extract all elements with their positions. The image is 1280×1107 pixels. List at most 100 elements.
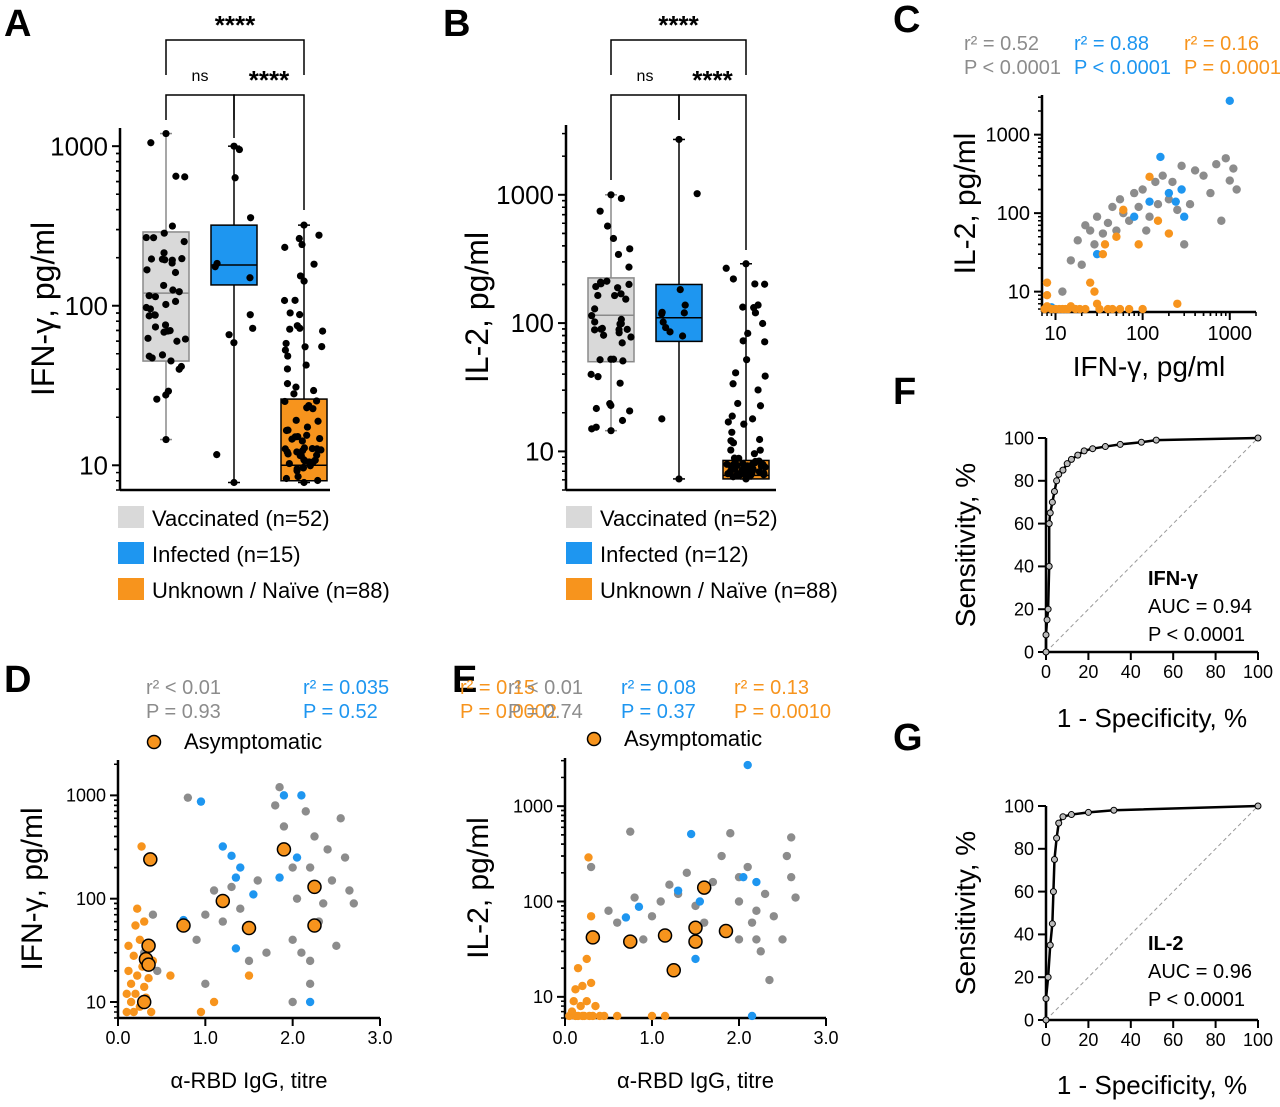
roc-point [1055, 470, 1063, 478]
data-point [288, 863, 297, 872]
data-point [122, 989, 131, 999]
data-point [144, 334, 152, 342]
data-point [727, 437, 735, 445]
data-point [168, 222, 177, 230]
data-point [722, 264, 730, 272]
y-tick-label: 10 [86, 992, 106, 1012]
data-point [604, 906, 613, 915]
data-point [587, 370, 595, 378]
data-point [626, 245, 634, 253]
legend-label: Vaccinated (n=52) [600, 506, 778, 531]
y-tick-label: 0 [1024, 642, 1034, 662]
roc-point [1059, 466, 1067, 474]
stat-p: P = 0.37 [621, 701, 696, 723]
data-point [126, 997, 136, 1007]
data-point [288, 935, 297, 944]
roc-point [1045, 562, 1053, 570]
x-tick-label: 1.0 [193, 1028, 218, 1048]
data-point [297, 948, 306, 957]
panel-label-e: E [452, 659, 477, 701]
data-point [1177, 185, 1186, 194]
y-tick-label: 1000 [50, 131, 108, 161]
asymptomatic-legend-label: Asymptomatic [184, 729, 322, 754]
asymptomatic-point [276, 842, 292, 857]
data-point [681, 301, 689, 309]
data-point [262, 948, 271, 957]
panel-f-roc: 0 20 40 60 80 100 0 20 40 60 80 100 Sensitivity, % 1 … [950, 428, 1273, 733]
data-point [209, 886, 219, 895]
data-point [1153, 199, 1163, 209]
data-point [618, 339, 626, 347]
data-point [752, 877, 761, 887]
data-point [765, 975, 774, 985]
data-point [729, 275, 737, 283]
data-point [742, 260, 750, 268]
roc-title: IFN-γ [1148, 568, 1199, 590]
data-point [634, 902, 644, 911]
data-point [282, 474, 291, 483]
data-point [171, 297, 180, 306]
roc-point [1050, 856, 1058, 863]
data-point [196, 797, 206, 806]
roc-auc: AUC = 0.96 [1148, 961, 1252, 983]
y-tick-label: 60 [1014, 882, 1034, 902]
data-point [1164, 229, 1174, 238]
data-point [249, 890, 258, 899]
data-point [201, 910, 210, 919]
y-tick-label: 100 [523, 892, 553, 912]
significance-bracket [610, 94, 680, 180]
data-point [599, 1011, 609, 1021]
data-point [1129, 212, 1139, 221]
y-axis-label: IFN-γ, pg/ml [25, 222, 61, 396]
roc-point [1152, 436, 1160, 444]
y-axis-label: Sensitivity, % [950, 831, 981, 995]
data-point [178, 255, 186, 263]
data-point [246, 274, 254, 282]
data-point [1151, 177, 1160, 187]
data-point [739, 460, 747, 468]
data-point [615, 329, 623, 337]
roc-point [1137, 438, 1145, 446]
data-point [751, 280, 759, 288]
reference-diagonal [1045, 805, 1259, 1021]
x-axis-label: 1 - Specificity, % [1057, 703, 1247, 733]
significance-label: **** [692, 65, 733, 95]
y-tick-label: 10 [1008, 282, 1030, 304]
data-point [617, 290, 625, 298]
data-point [660, 1011, 670, 1021]
data-point [744, 329, 752, 337]
data-point [305, 863, 315, 872]
data-point [756, 402, 765, 410]
data-point [1173, 205, 1182, 215]
x-tick-label: 1000 [1208, 323, 1253, 345]
roc-point [1053, 834, 1061, 842]
data-point [131, 989, 140, 999]
data-point [754, 386, 762, 394]
data-point [173, 337, 181, 345]
data-point [218, 917, 227, 926]
data-point [148, 910, 158, 919]
data-point [300, 277, 308, 285]
data-point [734, 399, 742, 408]
data-point [300, 221, 308, 229]
x-axis-label: α-RBD IgG, titre [617, 1068, 774, 1093]
roc-point [1045, 520, 1053, 528]
data-point [1134, 240, 1143, 249]
data-point [291, 296, 299, 304]
roc-point [1080, 447, 1088, 455]
data-point [1190, 166, 1200, 175]
y-axis-label: IL-2, pg/ml [462, 817, 495, 959]
data-point [292, 416, 300, 424]
data-point [1092, 212, 1102, 221]
data-point [279, 822, 289, 831]
data-point [571, 985, 580, 994]
roc-point [1046, 941, 1054, 949]
data-point [305, 979, 315, 989]
data-point [297, 791, 306, 800]
x-tick-label: 2.0 [726, 1028, 751, 1048]
data-point [310, 260, 318, 268]
data-point [284, 352, 292, 360]
data-point [225, 331, 233, 339]
x-tick-label: 0.0 [105, 1028, 130, 1048]
data-point [311, 456, 319, 464]
